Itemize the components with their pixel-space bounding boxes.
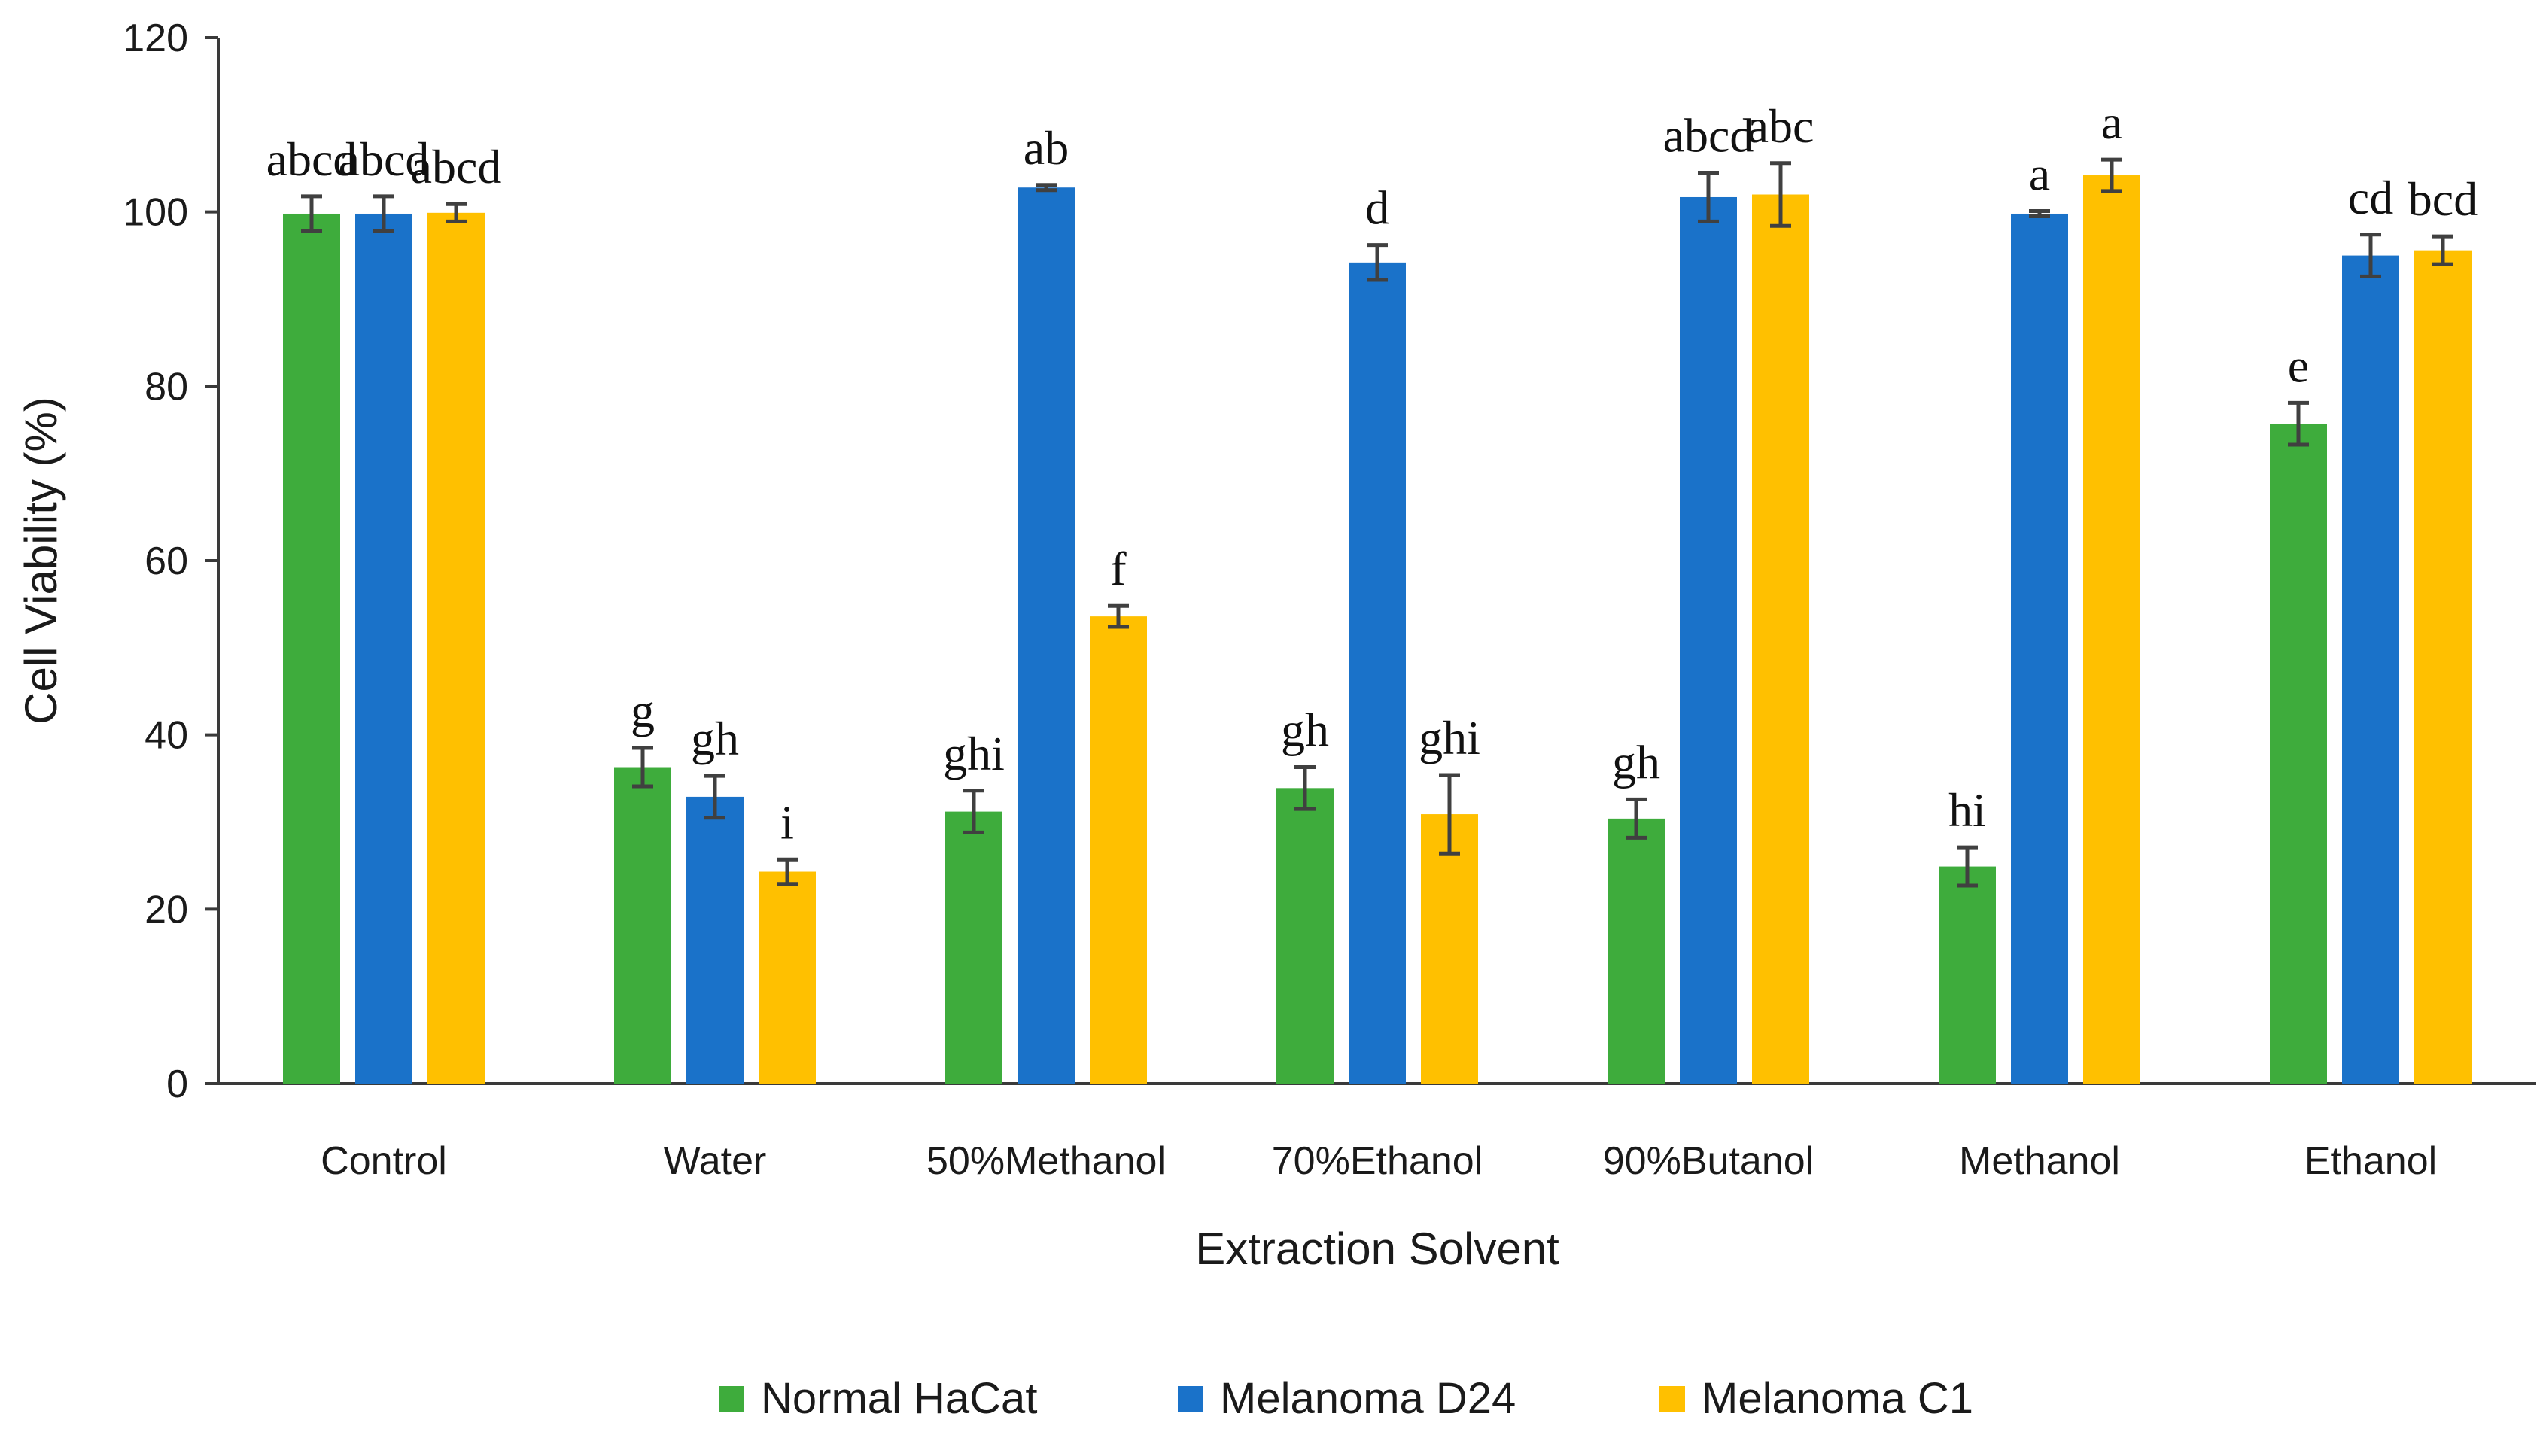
significance-label: ghi — [943, 727, 1005, 780]
significance-label: g — [631, 684, 655, 737]
bar — [614, 767, 671, 1084]
x-tick-label: 50%Methanol — [926, 1139, 1166, 1183]
x-tick-label: Methanol — [1959, 1139, 2120, 1183]
bar — [1018, 187, 1075, 1084]
significance-label: gh — [1612, 735, 1660, 789]
significance-label: bcd — [2408, 172, 2478, 226]
x-tick-label: 90%Butanol — [1603, 1139, 1814, 1183]
legend: Normal HaCat Melanoma D24 Melanoma C1 — [719, 1374, 1973, 1423]
significance-label: a — [2029, 147, 2050, 201]
significance-label: ab — [1024, 121, 1069, 175]
legend-label: Melanoma C1 — [1702, 1374, 1973, 1423]
significance-label: f — [1110, 542, 1127, 595]
bar — [2342, 255, 2399, 1084]
bar — [1090, 616, 1147, 1084]
bar — [2270, 424, 2327, 1084]
bar — [2083, 175, 2140, 1084]
bar — [1752, 194, 1809, 1084]
legend-swatch — [719, 1386, 744, 1412]
bar — [283, 213, 340, 1084]
significance-label: cd — [2348, 171, 2393, 224]
y-tick-label: 80 — [144, 365, 188, 409]
bar — [1349, 262, 1406, 1084]
significance-label: abcd — [266, 132, 357, 186]
significance-label: ghi — [1419, 711, 1480, 764]
x-tick-label: Water — [664, 1139, 767, 1183]
bar — [759, 871, 816, 1084]
y-tick-label: 100 — [123, 191, 188, 235]
significance-label: hi — [1948, 783, 1986, 837]
significance-label: abc — [1748, 99, 1814, 153]
bar — [1939, 866, 1996, 1084]
significance-label: abcd — [1663, 109, 1754, 163]
bar — [1276, 788, 1334, 1084]
y-tick-label: 60 — [144, 540, 188, 583]
y-tick-label: 20 — [144, 888, 188, 932]
bar — [427, 212, 485, 1084]
x-axis-title: Extraction Solvent — [1195, 1223, 1559, 1274]
bar — [2011, 213, 2068, 1084]
bar — [1421, 814, 1478, 1084]
x-axis: Control Water 50%Methanol 70%Ethanol 90%Buta… — [218, 1082, 2536, 1274]
significance-label: d — [1365, 181, 1389, 235]
bar — [1608, 818, 1665, 1084]
significance-label: abcd — [339, 132, 430, 186]
y-tick-label: 40 — [144, 714, 188, 758]
legend-swatch — [1178, 1386, 1203, 1412]
y-ticks: 0 20 40 60 80 100 120 — [123, 17, 218, 1106]
bar — [2414, 250, 2472, 1084]
y-axis-title: Cell Viability (%) — [16, 397, 66, 725]
bar — [1680, 196, 1737, 1084]
bar — [355, 213, 412, 1084]
significance-label: e — [2288, 339, 2309, 392]
bar — [945, 811, 1002, 1084]
legend-swatch — [1659, 1386, 1685, 1412]
x-tick-label: Control — [321, 1139, 447, 1183]
significance-label: gh — [1281, 704, 1329, 757]
significance-label: gh — [691, 712, 739, 765]
significance-label: a — [2101, 96, 2122, 149]
x-ticks: Control Water 50%Methanol 70%Ethanol 90%Buta… — [321, 1139, 2437, 1183]
legend-label: Normal HaCat — [761, 1374, 1037, 1423]
significance-label: i — [780, 795, 794, 849]
x-tick-label: Ethanol — [2304, 1139, 2437, 1183]
y-axis: Cell Viability (%) 0 20 40 60 80 100 120 — [16, 17, 220, 1106]
significance-label: abcd — [411, 140, 502, 193]
bar — [686, 796, 744, 1084]
y-tick-label: 120 — [123, 17, 188, 60]
x-tick-label: 70%Ethanol — [1272, 1139, 1483, 1183]
y-tick-label: 0 — [166, 1062, 188, 1106]
legend-label: Melanoma D24 — [1220, 1374, 1516, 1423]
